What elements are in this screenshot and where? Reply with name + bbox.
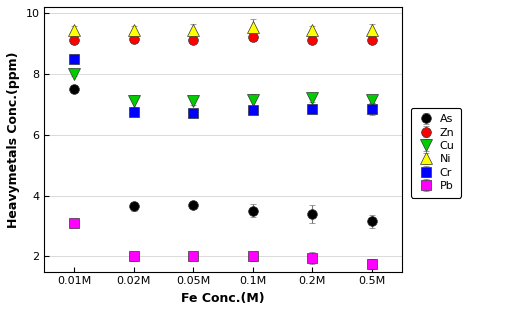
X-axis label: Fe Conc.(M): Fe Conc.(M) <box>181 292 265 305</box>
Y-axis label: Heavymetals Conc.(ppm): Heavymetals Conc.(ppm) <box>7 51 20 227</box>
Legend: As, Zn, Cu, Ni, Cr, Pb: As, Zn, Cu, Ni, Cr, Pb <box>411 108 461 197</box>
